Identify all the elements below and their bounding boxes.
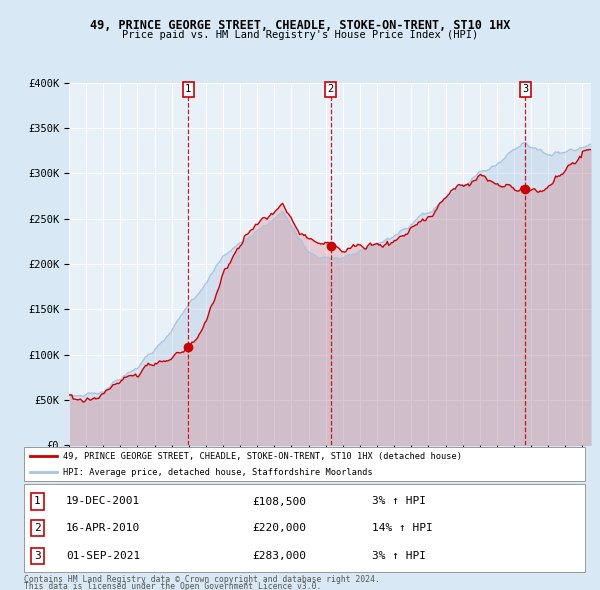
Text: 3% ↑ HPI: 3% ↑ HPI xyxy=(372,497,426,506)
Text: £220,000: £220,000 xyxy=(252,523,306,533)
Text: £108,500: £108,500 xyxy=(252,497,306,506)
Text: Contains HM Land Registry data © Crown copyright and database right 2024.: Contains HM Land Registry data © Crown c… xyxy=(24,575,380,584)
Text: 49, PRINCE GEORGE STREET, CHEADLE, STOKE-ON-TRENT, ST10 1HX: 49, PRINCE GEORGE STREET, CHEADLE, STOKE… xyxy=(90,19,510,32)
Text: 49, PRINCE GEORGE STREET, CHEADLE, STOKE-ON-TRENT, ST10 1HX (detached house): 49, PRINCE GEORGE STREET, CHEADLE, STOKE… xyxy=(63,452,462,461)
Text: 14% ↑ HPI: 14% ↑ HPI xyxy=(372,523,433,533)
Text: 3: 3 xyxy=(34,552,41,561)
Text: This data is licensed under the Open Government Licence v3.0.: This data is licensed under the Open Gov… xyxy=(24,582,322,590)
Text: 3: 3 xyxy=(523,84,529,94)
Text: 2: 2 xyxy=(328,84,334,94)
Text: HPI: Average price, detached house, Staffordshire Moorlands: HPI: Average price, detached house, Staf… xyxy=(63,468,373,477)
Text: £283,000: £283,000 xyxy=(252,552,306,561)
Text: Price paid vs. HM Land Registry's House Price Index (HPI): Price paid vs. HM Land Registry's House … xyxy=(122,30,478,40)
Text: 16-APR-2010: 16-APR-2010 xyxy=(66,523,140,533)
Text: 1: 1 xyxy=(34,497,41,506)
Text: 2: 2 xyxy=(34,523,41,533)
Text: 19-DEC-2001: 19-DEC-2001 xyxy=(66,497,140,506)
Text: 1: 1 xyxy=(185,84,191,94)
Text: 01-SEP-2021: 01-SEP-2021 xyxy=(66,552,140,561)
Text: 3% ↑ HPI: 3% ↑ HPI xyxy=(372,552,426,561)
